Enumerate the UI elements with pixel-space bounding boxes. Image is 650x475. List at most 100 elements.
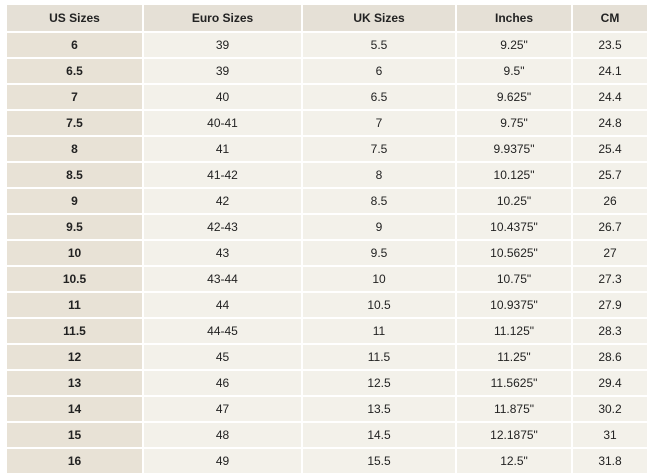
cell-us-size: 7.5	[7, 111, 142, 135]
table-row: 10 43 9.5 10.5625" 27	[7, 241, 647, 265]
cell-inches: 10.4375"	[457, 215, 571, 239]
cell-uk-size: 14.5	[303, 423, 455, 447]
cell-cm: 25.4	[573, 137, 647, 161]
table-row: 12 45 11.5 11.25" 28.6	[7, 345, 647, 369]
cell-us-size: 16	[7, 449, 142, 473]
cell-euro-size: 44-45	[144, 319, 301, 343]
cell-cm: 23.5	[573, 33, 647, 57]
cell-us-size: 11.5	[7, 319, 142, 343]
cell-cm: 31	[573, 423, 647, 447]
cell-uk-size: 9.5	[303, 241, 455, 265]
cell-euro-size: 39	[144, 33, 301, 57]
cell-cm: 28.3	[573, 319, 647, 343]
cell-uk-size: 10.5	[303, 293, 455, 317]
cell-uk-size: 8.5	[303, 189, 455, 213]
cell-euro-size: 41-42	[144, 163, 301, 187]
table-row: 10.5 43-44 10 10.75" 27.3	[7, 267, 647, 291]
cell-euro-size: 47	[144, 397, 301, 421]
cell-cm: 24.1	[573, 59, 647, 83]
cell-us-size: 11	[7, 293, 142, 317]
cell-uk-size: 15.5	[303, 449, 455, 473]
cell-inches: 11.5625"	[457, 371, 571, 395]
cell-cm: 26	[573, 189, 647, 213]
cell-cm: 24.4	[573, 85, 647, 109]
cell-us-size: 14	[7, 397, 142, 421]
cell-us-size: 12	[7, 345, 142, 369]
cell-us-size: 6.5	[7, 59, 142, 83]
cell-inches: 11.25"	[457, 345, 571, 369]
cell-cm: 28.6	[573, 345, 647, 369]
cell-inches: 10.25"	[457, 189, 571, 213]
cell-uk-size: 5.5	[303, 33, 455, 57]
cell-cm: 31.8	[573, 449, 647, 473]
cell-uk-size: 9	[303, 215, 455, 239]
cell-euro-size: 43-44	[144, 267, 301, 291]
header-us-size: US Sizes	[7, 5, 142, 31]
cell-uk-size: 11.5	[303, 345, 455, 369]
cell-us-size: 8	[7, 137, 142, 161]
shoe-size-table: US Sizes Euro Sizes UK Sizes Inches CM 6 39 5.…	[5, 3, 649, 475]
cell-us-size: 13	[7, 371, 142, 395]
table-row: 14 47 13.5 11.875" 30.2	[7, 397, 647, 421]
cell-us-size: 9	[7, 189, 142, 213]
cell-inches: 9.75"	[457, 111, 571, 135]
header-inches: Inches	[457, 5, 571, 31]
cell-euro-size: 44	[144, 293, 301, 317]
header-cm: CM	[573, 5, 647, 31]
cell-us-size: 10	[7, 241, 142, 265]
cell-inches: 10.5625"	[457, 241, 571, 265]
cell-euro-size: 43	[144, 241, 301, 265]
table-row: 8.5 41-42 8 10.125" 25.7	[7, 163, 647, 187]
cell-euro-size: 39	[144, 59, 301, 83]
cell-euro-size: 49	[144, 449, 301, 473]
cell-inches: 9.5"	[457, 59, 571, 83]
cell-inches: 10.9375"	[457, 293, 571, 317]
table-row: 7.5 40-41 7 9.75" 24.8	[7, 111, 647, 135]
table-row: 16 49 15.5 12.5" 31.8	[7, 449, 647, 473]
table-row: 8 41 7.5 9.9375" 25.4	[7, 137, 647, 161]
header-euro-size: Euro Sizes	[144, 5, 301, 31]
cell-euro-size: 41	[144, 137, 301, 161]
table-row: 7 40 6.5 9.625" 24.4	[7, 85, 647, 109]
cell-inches: 9.9375"	[457, 137, 571, 161]
cell-euro-size: 42-43	[144, 215, 301, 239]
cell-cm: 25.7	[573, 163, 647, 187]
cell-cm: 27.9	[573, 293, 647, 317]
table-row: 13 46 12.5 11.5625" 29.4	[7, 371, 647, 395]
cell-uk-size: 6.5	[303, 85, 455, 109]
table-row: 11 44 10.5 10.9375" 27.9	[7, 293, 647, 317]
cell-uk-size: 12.5	[303, 371, 455, 395]
cell-inches: 11.875"	[457, 397, 571, 421]
cell-us-size: 6	[7, 33, 142, 57]
table-row: 9 42 8.5 10.25" 26	[7, 189, 647, 213]
table-row: 11.5 44-45 11 11.125" 28.3	[7, 319, 647, 343]
cell-euro-size: 46	[144, 371, 301, 395]
cell-us-size: 8.5	[7, 163, 142, 187]
cell-euro-size: 42	[144, 189, 301, 213]
cell-inches: 12.5"	[457, 449, 571, 473]
cell-us-size: 15	[7, 423, 142, 447]
header-uk-size: UK Sizes	[303, 5, 455, 31]
cell-uk-size: 7.5	[303, 137, 455, 161]
cell-uk-size: 8	[303, 163, 455, 187]
cell-uk-size: 11	[303, 319, 455, 343]
cell-uk-size: 13.5	[303, 397, 455, 421]
cell-us-size: 9.5	[7, 215, 142, 239]
cell-cm: 24.8	[573, 111, 647, 135]
table-row: 6 39 5.5 9.25" 23.5	[7, 33, 647, 57]
cell-cm: 29.4	[573, 371, 647, 395]
cell-euro-size: 45	[144, 345, 301, 369]
cell-uk-size: 10	[303, 267, 455, 291]
cell-euro-size: 40	[144, 85, 301, 109]
cell-inches: 12.1875"	[457, 423, 571, 447]
cell-inches: 10.125"	[457, 163, 571, 187]
cell-euro-size: 48	[144, 423, 301, 447]
cell-cm: 27.3	[573, 267, 647, 291]
cell-inches: 10.75"	[457, 267, 571, 291]
table-row: 6.5 39 6 9.5" 24.1	[7, 59, 647, 83]
table-row: 15 48 14.5 12.1875" 31	[7, 423, 647, 447]
cell-inches: 9.25"	[457, 33, 571, 57]
cell-euro-size: 40-41	[144, 111, 301, 135]
cell-cm: 26.7	[573, 215, 647, 239]
cell-cm: 30.2	[573, 397, 647, 421]
